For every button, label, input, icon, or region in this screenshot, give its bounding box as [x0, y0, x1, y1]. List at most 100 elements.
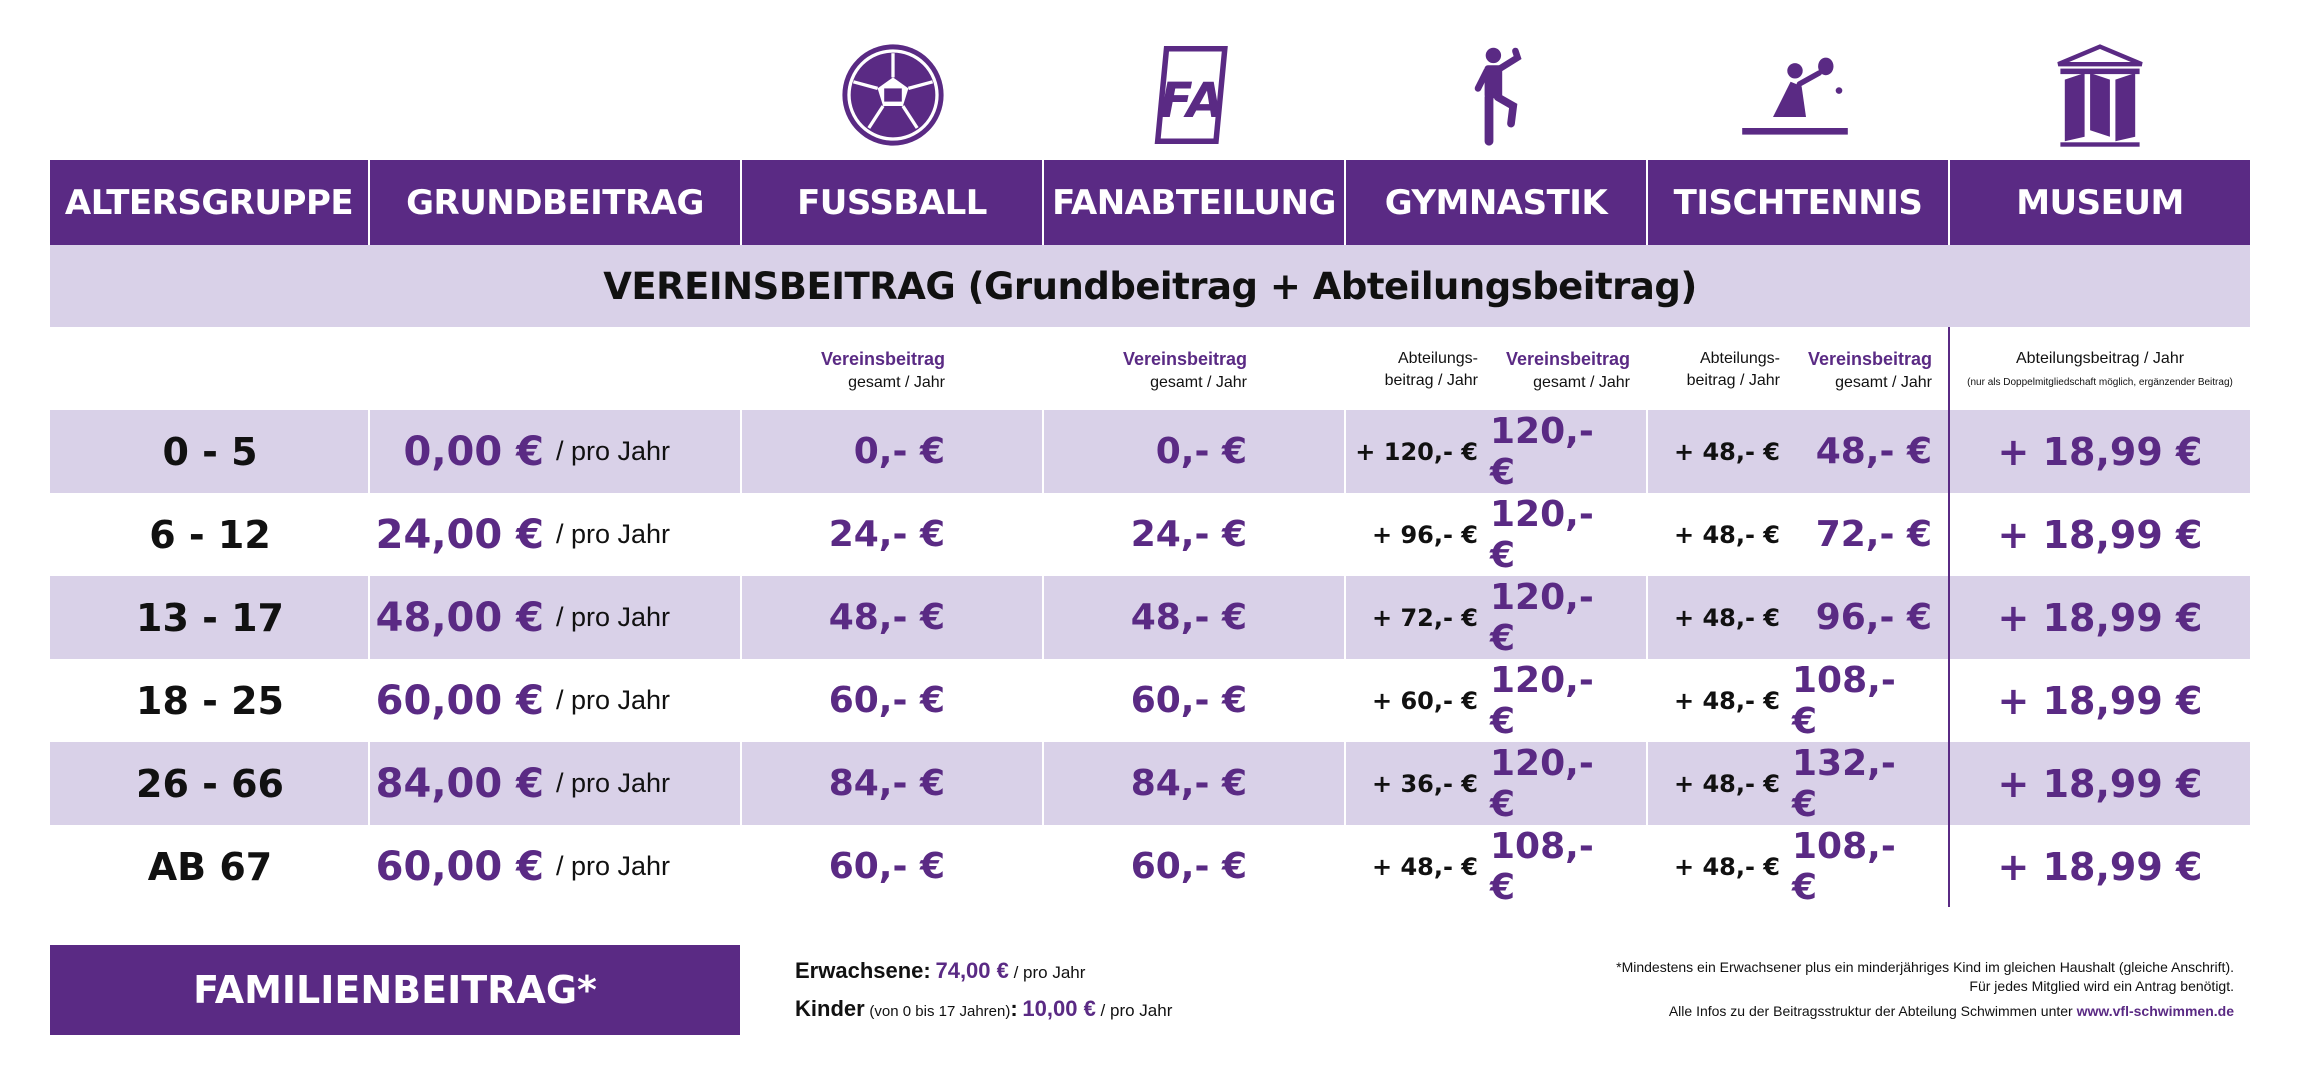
- column-separator: [740, 410, 742, 493]
- kids-label: Kinder: [795, 996, 865, 1021]
- sublabel-gesamt: gesamt / Jahr: [1835, 374, 1932, 391]
- tt-add: + 48,- €: [1674, 603, 1780, 632]
- age-group: AB 67: [147, 844, 273, 889]
- header-fussball: FUSSBALL: [742, 160, 1042, 245]
- grundbeitrag-cell: 0,00 € / pro Jahr: [370, 410, 670, 493]
- tt-total: 72,- €: [1815, 514, 1932, 555]
- age-group: 13 - 17: [136, 595, 284, 640]
- tt-add: + 48,- €: [1674, 437, 1780, 466]
- table-row: 18 - 25 60,00 € / pro Jahr 60,- € 60,- € + 60…: [50, 659, 2250, 742]
- column-separator: [1042, 825, 1044, 908]
- column-separator: [368, 576, 370, 659]
- grundbeitrag-cell: 24,00 € / pro Jahr: [370, 493, 670, 576]
- website-link[interactable]: www.vfl-schwimmen.de: [2076, 1003, 2234, 1019]
- tt-total: 96,- €: [1815, 597, 1932, 638]
- column-separator: [1042, 493, 1044, 576]
- gym-total: 120,- €: [1490, 410, 1594, 493]
- column-separator: [1042, 659, 1044, 742]
- tt-add: + 48,- €: [1674, 520, 1780, 549]
- grundbeitrag-cell: 48,00 € / pro Jahr: [370, 576, 670, 659]
- family-note: *Mindestens ein Erwachsener plus ein min…: [1616, 958, 2234, 996]
- header-grundbeitrag: GRUNDBEITRAG: [370, 160, 740, 245]
- fussball-total: 60,- €: [828, 846, 945, 887]
- fa-logo-icon: FA: [1139, 40, 1249, 150]
- fussball-total: 84,- €: [828, 763, 945, 804]
- sublabel-vereinsbeitrag: Vereinsbeitrag: [1807, 349, 1932, 369]
- column-separator: [740, 576, 742, 659]
- gym-total: 120,- €: [1490, 659, 1594, 742]
- sublabel-vereinsbeitrag: Vereinsbeitrag: [820, 349, 945, 369]
- per-year-label: / pro Jahr: [555, 519, 670, 549]
- gymnast-icon: [1445, 40, 1555, 150]
- fan-total: 48,- €: [1130, 597, 1247, 638]
- fan-sublabel: Vereinsbeitrag gesamt / Jahr: [1044, 348, 1247, 394]
- fan-total: 84,- €: [1130, 763, 1247, 804]
- table-row: 0 - 5 0,00 € / pro Jahr 0,- € 0,- € + 120,- €…: [50, 410, 2250, 493]
- museum-divider: [1948, 327, 1950, 907]
- column-separator: [1042, 576, 1044, 659]
- column-separator: [1646, 410, 1648, 493]
- museum-fee: + 18,99 €: [1997, 678, 2203, 723]
- tt-total: 132,- €: [1792, 742, 1896, 825]
- tt-add: + 48,- €: [1674, 769, 1780, 798]
- sublabel-beitrag-jahr: beitrag / Jahr: [1686, 372, 1780, 389]
- column-separator: [740, 742, 742, 825]
- fan-total: 60,- €: [1130, 680, 1247, 721]
- grundbeitrag-cell: 60,00 € / pro Jahr: [370, 659, 670, 742]
- sublabel-vereinsbeitrag: Vereinsbeitrag: [1505, 349, 1630, 369]
- column-separator: [368, 410, 370, 493]
- tt-total: 108,- €: [1792, 825, 1896, 908]
- fussball-total: 0,- €: [853, 431, 945, 472]
- column-separator: [1646, 576, 1648, 659]
- grundbeitrag-amount: 0,00 €: [403, 428, 544, 475]
- sublabel-abteilungs: Abteilungs-: [1699, 350, 1780, 367]
- age-group: 18 - 25: [136, 678, 284, 723]
- gym-add: + 36,- €: [1372, 769, 1478, 798]
- gym-total: 120,- €: [1490, 742, 1594, 825]
- table-row: 6 - 12 24,00 € / pro Jahr 24,- € 24,- € + 96,…: [50, 493, 2250, 576]
- per-year-label: / pro Jahr: [555, 685, 670, 715]
- tt-add-sublabel: Abteilungs- beitrag / Jahr: [1648, 348, 1780, 392]
- header-fanabteilung: FANABTEILUNG: [1044, 160, 1344, 245]
- gym-add-sublabel: Abteilungs- beitrag / Jahr: [1346, 348, 1478, 392]
- kids-value: 10,00 €: [1022, 996, 1096, 1021]
- header-museum: MUSEUM: [1950, 160, 2250, 245]
- column-separator: [1344, 576, 1346, 659]
- fan-total: 0,- €: [1155, 431, 1247, 472]
- column-separator: [1646, 493, 1648, 576]
- museum-fee: + 18,99 €: [1997, 429, 2203, 474]
- grundbeitrag-amount: 60,00 €: [375, 843, 544, 890]
- column-separator: [1344, 659, 1346, 742]
- tt-total: 48,- €: [1815, 431, 1932, 472]
- grundbeitrag-amount: 60,00 €: [375, 677, 544, 724]
- family-adults-line: Erwachsene: 74,00 € / pro Jahr: [795, 958, 1085, 984]
- fussball-sublabel: Vereinsbeitrag gesamt / Jahr: [742, 348, 945, 394]
- gym-total: 108,- €: [1490, 825, 1594, 908]
- gym-total: 120,- €: [1490, 576, 1594, 659]
- header-gymnastik: GYMNASTIK: [1346, 160, 1646, 245]
- gym-add: + 120,- €: [1355, 437, 1478, 466]
- header-altersgruppe: ALTERSGRUPPE: [50, 160, 368, 245]
- table-row: AB 67 60,00 € / pro Jahr 60,- € 60,- € + 48,-…: [50, 825, 2250, 908]
- age-group: 6 - 12: [149, 512, 271, 557]
- gym-add: + 96,- €: [1372, 520, 1478, 549]
- museum-fee: + 18,99 €: [1997, 761, 2203, 806]
- sublabel-museum-main: Abteilungsbeitrag / Jahr: [2015, 350, 2185, 367]
- gym-add: + 48,- €: [1372, 852, 1478, 881]
- column-separator: [1344, 493, 1346, 576]
- column-separator: [368, 742, 370, 825]
- gym-total-sublabel: Vereinsbeitrag gesamt / Jahr: [1490, 348, 1630, 394]
- column-separator: [1344, 410, 1346, 493]
- sublabel-beitrag-jahr: beitrag / Jahr: [1384, 372, 1478, 389]
- info-note: Alle Infos zu der Beitragsstruktur der A…: [1669, 1002, 2234, 1021]
- fussball-total: 48,- €: [828, 597, 945, 638]
- per-year-label: / pro Jahr: [555, 768, 670, 798]
- column-separator: [1042, 742, 1044, 825]
- grundbeitrag-amount: 24,00 €: [375, 511, 544, 558]
- gym-add: + 60,- €: [1372, 686, 1478, 715]
- column-separator: [1344, 742, 1346, 825]
- tt-add: + 48,- €: [1674, 852, 1780, 881]
- family-kids-line: Kinder (von 0 bis 17 Jahren): 10,00 € / …: [795, 996, 1172, 1022]
- note-line1: *Mindestens ein Erwachsener plus ein min…: [1616, 959, 2234, 975]
- sublabel-abteilungs: Abteilungs-: [1397, 350, 1478, 367]
